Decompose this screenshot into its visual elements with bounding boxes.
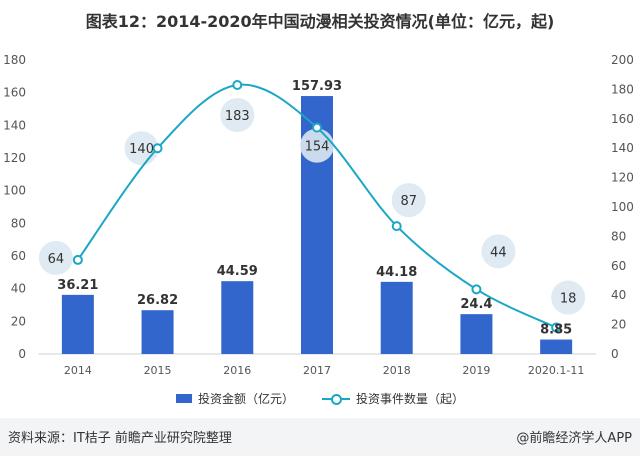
y-right-tick-label: 20: [611, 318, 626, 332]
bar-data-label: 24.4: [460, 297, 492, 312]
bar-data-label: 26.82: [137, 293, 178, 308]
bar: [380, 281, 413, 354]
x-tick-label: 2015: [144, 364, 172, 377]
brand-credit: @前瞻经济学人APP: [516, 431, 632, 446]
y-left-tick-label: 160: [3, 86, 26, 100]
line-label-bubble: [481, 234, 516, 269]
legend-item-bar: 投资金额（亿元）: [175, 390, 294, 407]
line-point: [551, 322, 562, 333]
bar: [141, 310, 174, 354]
x-tick-label: 2017: [303, 364, 331, 377]
x-tick-label: 2014: [64, 364, 92, 377]
y-left-tick-label: 140: [3, 118, 26, 132]
y-right-tick-label: 80: [611, 229, 626, 243]
line-data-label: 18: [560, 292, 577, 307]
chart-title: 图表12：2014-2020年中国动漫相关投资情况(单位：亿元，起): [85, 12, 555, 31]
line-point: [391, 221, 402, 232]
line-label-bubble: [551, 280, 586, 315]
line-label-bubble: [220, 97, 255, 132]
y-left-tick-label: 120: [3, 151, 26, 165]
legend-bar-label: 投资金额（亿元）: [197, 392, 294, 406]
line-point: [471, 284, 482, 295]
source-note: 资料来源：IT桔子 前瞻产业研究院整理: [8, 431, 232, 446]
footer: 资料来源：IT桔子 前瞻产业研究院整理 @前瞻经济学人APP: [0, 418, 640, 456]
line-label-bubble: [391, 183, 426, 218]
legend-line-swatch: [322, 393, 350, 405]
chart-legend: 投资金额（亿元） 投资事件数量（起）: [0, 390, 640, 407]
x-tick-label: 2019: [462, 364, 490, 377]
line-point: [72, 254, 83, 265]
y-right-tick-label: 160: [611, 112, 634, 126]
y-right-tick-label: 120: [611, 171, 634, 185]
y-left-tick-label: 100: [3, 184, 26, 198]
legend-item-line: 投资事件数量（起）: [322, 390, 464, 407]
y-right-tick-label: 60: [611, 259, 626, 273]
x-tick-label: 2016: [223, 364, 251, 377]
line-point: [152, 143, 163, 154]
bar-data-label: 8.85: [540, 323, 572, 338]
y-left-tick-label: 0: [18, 347, 26, 361]
line-data-label: 140: [129, 142, 154, 157]
y-left-tick-label: 60: [11, 249, 26, 263]
x-tick-label: 2020.1-11: [528, 364, 584, 377]
line-label-bubble: [38, 240, 73, 275]
bar-data-label: 44.18: [376, 265, 417, 280]
y-left-tick-label: 40: [11, 282, 26, 296]
bar-data-label: 44.59: [217, 264, 258, 279]
y-right-tick-label: 200: [611, 53, 634, 67]
y-left-tick-label: 80: [11, 216, 26, 230]
bar: [460, 314, 493, 354]
y-left-tick-label: 20: [11, 314, 26, 328]
y-right-tick-label: 0: [611, 347, 619, 361]
y-right-tick-label: 40: [611, 288, 626, 302]
y-left-tick-label: 180: [3, 53, 26, 67]
line-data-label: 44: [490, 245, 507, 260]
line-point: [232, 79, 243, 90]
x-tick-label: 2018: [383, 364, 411, 377]
legend-line-label: 投资事件数量（起）: [356, 392, 465, 406]
line-data-label: 154: [305, 140, 330, 155]
bar: [540, 339, 573, 354]
line-data-label: 183: [225, 109, 250, 124]
y-right-tick-label: 100: [611, 200, 634, 214]
line-data-label: 64: [48, 252, 65, 267]
y-right-tick-label: 140: [611, 141, 634, 155]
bar-data-label: 36.21: [57, 278, 98, 293]
line-point: [312, 122, 322, 133]
bar-data-label: 157.93: [292, 79, 342, 94]
y-right-tick-label: 180: [611, 82, 634, 96]
bar: [61, 294, 94, 354]
legend-bar-swatch: [175, 394, 192, 403]
line-data-label: 87: [400, 194, 417, 209]
bar: [221, 281, 254, 354]
